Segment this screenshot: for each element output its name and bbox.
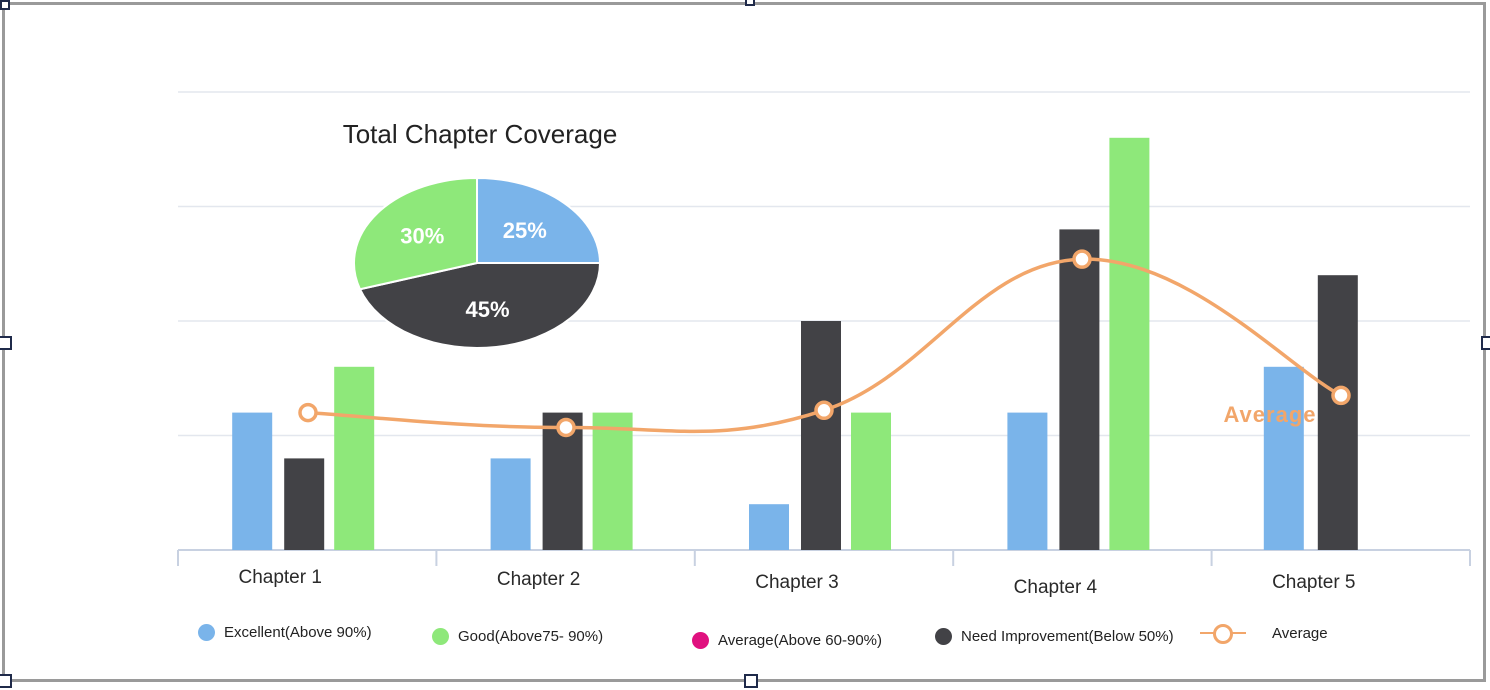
pie-chart: Total Chapter Coverage 25% 45% 30% [343, 119, 618, 349]
legend-label: Need Improvement(Below 50%) [961, 627, 1174, 645]
bar-need_improvement [284, 458, 325, 550]
average-line-label: Average [1223, 402, 1316, 427]
bar-series [232, 137, 1358, 551]
pie-slice-need_improvement [358, 262, 602, 349]
bar-need_improvement [801, 321, 841, 550]
bar-excellent [232, 412, 273, 550]
average-line-point [298, 402, 318, 423]
pie-slice-label: 25% [503, 218, 547, 243]
legend-item-good[interactable]: Good(Above75- 90%) [432, 625, 603, 647]
bar-good [1109, 137, 1150, 551]
x-tick-label: Chapter 1 [238, 567, 321, 588]
legend-dot-icon [692, 631, 709, 649]
bar-need_improvement [1059, 229, 1100, 550]
x-tick-label: Chapter 3 [755, 572, 838, 593]
bar-good [592, 412, 633, 550]
resize-handle-right-middle[interactable] [1481, 336, 1490, 350]
resize-handle-left-middle[interactable] [0, 336, 12, 350]
legend-label: Average [1272, 624, 1328, 642]
legend-label: Excellent(Above 90%) [224, 623, 372, 641]
resize-handle-bottom-center[interactable] [744, 674, 758, 688]
x-tick-label: Chapter 4 [1014, 577, 1098, 598]
bar-need_improvement [1317, 275, 1358, 550]
x-axis: Chapter 1 Chapter 2 Chapter 3 Chapter 4 Chap… [177, 549, 1471, 598]
average-line-point [1331, 385, 1351, 406]
pie-slice-good [353, 176, 478, 291]
pie-slice-label: 30% [400, 224, 444, 249]
bar-good [851, 412, 891, 550]
x-tick-label: Chapter 2 [497, 569, 580, 590]
legend-dot-icon [198, 623, 215, 641]
x-tick-label: Chapter 5 [1272, 572, 1355, 593]
average-line-series [298, 249, 1351, 438]
pie-slice-excellent [476, 176, 602, 264]
resize-handle-top-center[interactable] [745, 0, 755, 6]
legend-dot-icon [432, 627, 449, 645]
legend-item-average_dot[interactable]: Average(Above 60-90%) [692, 629, 882, 651]
resize-handle-bottom-left[interactable] [0, 674, 12, 688]
average-line-point [814, 400, 834, 421]
average-line-point [1072, 249, 1092, 269]
average-line-point [556, 417, 576, 438]
bar-excellent [490, 458, 531, 550]
legend-item-excellent[interactable]: Excellent(Above 90%) [198, 621, 372, 643]
pie-title: Total Chapter Coverage [343, 119, 618, 149]
legend-item-need_improvement[interactable]: Need Improvement(Below 50%) [935, 625, 1174, 647]
legend-label: Average(Above 60-90%) [718, 631, 882, 649]
legend-line-marker-icon [1200, 623, 1246, 644]
resize-handle-top-left[interactable] [0, 0, 10, 10]
pie-slice-label: 45% [466, 297, 510, 322]
legend-dot-icon [935, 627, 952, 645]
legend-item-average_line[interactable]: Average [1200, 622, 1328, 644]
bar-good [334, 366, 375, 550]
bar-excellent [1263, 366, 1304, 550]
bar-excellent [1007, 412, 1048, 550]
bar-excellent [749, 504, 789, 550]
legend-label: Good(Above75- 90%) [458, 627, 604, 645]
